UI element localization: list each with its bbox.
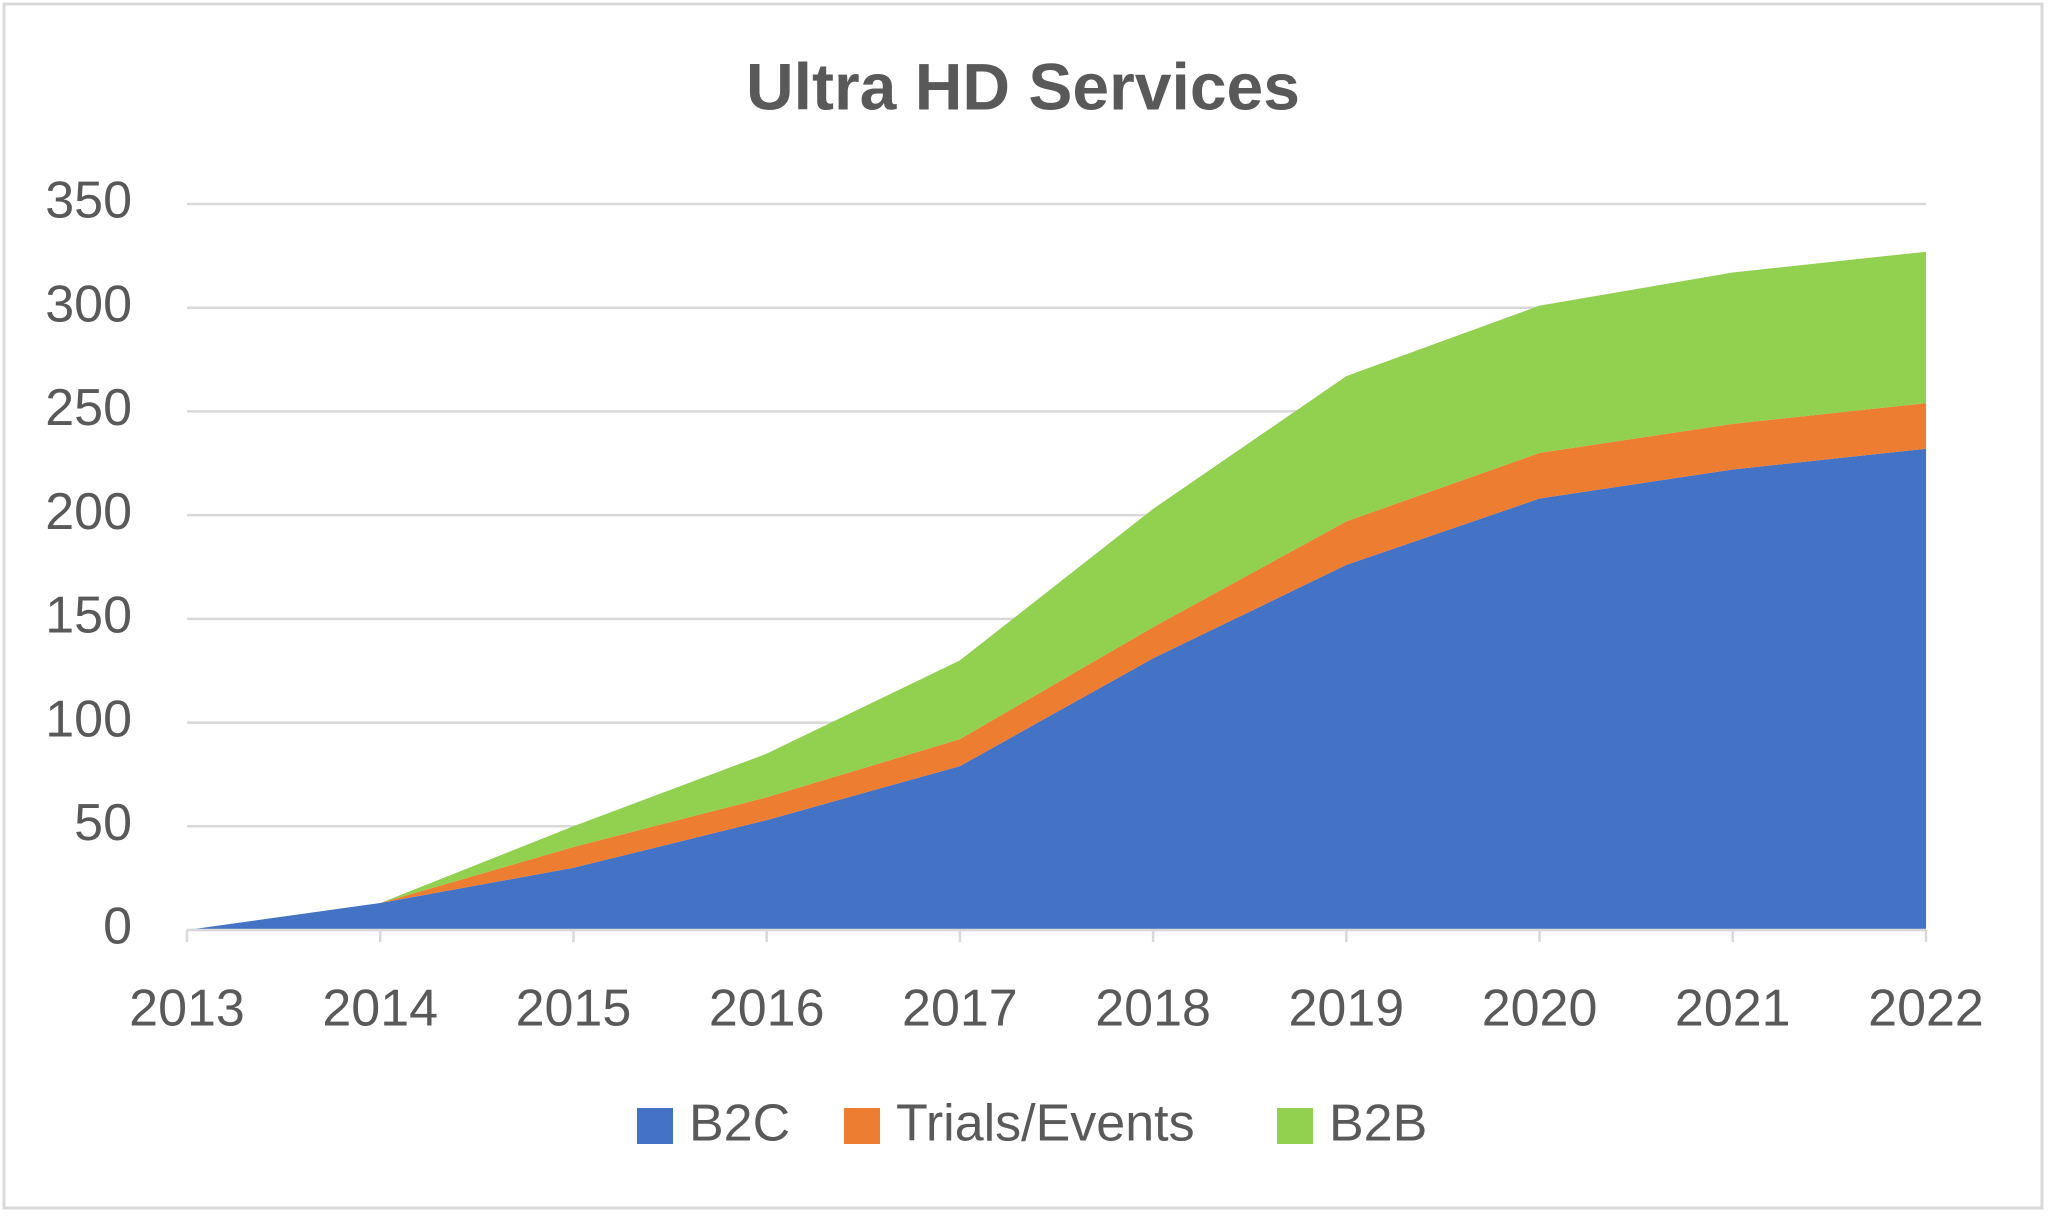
y-tick-label: 300	[45, 275, 132, 333]
y-tick-label: 50	[74, 794, 132, 852]
x-tick-label: 2015	[516, 980, 632, 1038]
legend-label: B2B	[1329, 1095, 1427, 1153]
chart-title: Ultra HD Services	[746, 49, 1300, 123]
x-tick-label: 2017	[902, 980, 1018, 1038]
x-tick-label: 2014	[322, 980, 438, 1038]
y-tick-label: 250	[45, 379, 132, 437]
area	[187, 448, 1926, 930]
y-tick-label: 200	[45, 483, 132, 541]
x-tick-label: 2022	[1868, 980, 1984, 1038]
legend-swatch	[637, 1108, 673, 1144]
legend-swatch	[1277, 1108, 1313, 1144]
area	[187, 403, 1926, 930]
x-tick-label: 2020	[1482, 980, 1598, 1038]
y-tick-label: 0	[103, 898, 132, 956]
legend-label: Trials/Events	[896, 1095, 1195, 1153]
y-tick-label: 350	[45, 172, 132, 230]
x-tick-label: 2016	[709, 980, 825, 1038]
x-tick-label: 2013	[129, 980, 245, 1038]
x-tick-label: 2019	[1288, 980, 1404, 1038]
x-tick-label: 2021	[1675, 980, 1791, 1038]
x-tick-label: 2018	[1095, 980, 1211, 1038]
y-tick-label: 100	[45, 690, 132, 748]
legend-swatch	[844, 1108, 880, 1144]
legend-label: B2C	[689, 1095, 790, 1153]
area	[187, 251, 1926, 931]
y-tick-label: 150	[45, 587, 132, 645]
